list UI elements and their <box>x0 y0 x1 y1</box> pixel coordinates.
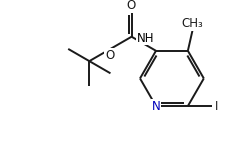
Text: I: I <box>215 99 219 113</box>
Text: N: N <box>152 99 160 113</box>
Text: CH₃: CH₃ <box>182 17 204 30</box>
Text: O: O <box>105 49 114 62</box>
Text: NH: NH <box>137 32 154 45</box>
Text: O: O <box>126 0 135 12</box>
